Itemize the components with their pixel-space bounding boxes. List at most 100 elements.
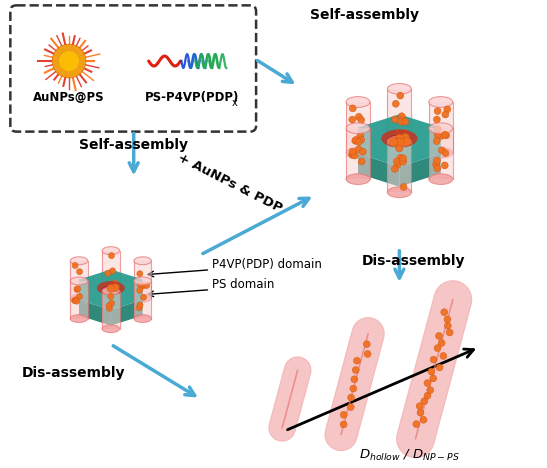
FancyBboxPatch shape bbox=[70, 261, 88, 299]
Circle shape bbox=[436, 364, 443, 371]
Circle shape bbox=[444, 106, 451, 113]
Ellipse shape bbox=[70, 277, 88, 285]
Circle shape bbox=[401, 129, 408, 136]
Circle shape bbox=[109, 268, 115, 274]
Circle shape bbox=[108, 300, 115, 306]
Circle shape bbox=[434, 132, 441, 139]
Circle shape bbox=[434, 125, 441, 132]
FancyBboxPatch shape bbox=[102, 291, 120, 329]
Circle shape bbox=[350, 385, 357, 392]
Text: Self-assembly: Self-assembly bbox=[79, 138, 188, 152]
Circle shape bbox=[430, 375, 437, 382]
Ellipse shape bbox=[387, 136, 411, 147]
Polygon shape bbox=[358, 154, 399, 187]
Circle shape bbox=[357, 132, 364, 139]
Circle shape bbox=[439, 147, 445, 154]
Circle shape bbox=[441, 162, 448, 169]
Circle shape bbox=[421, 398, 428, 405]
Polygon shape bbox=[358, 114, 441, 167]
Circle shape bbox=[420, 416, 427, 423]
Circle shape bbox=[107, 305, 113, 311]
Ellipse shape bbox=[134, 257, 152, 265]
Ellipse shape bbox=[70, 294, 88, 302]
Circle shape bbox=[340, 421, 347, 428]
FancyBboxPatch shape bbox=[134, 261, 152, 299]
Ellipse shape bbox=[387, 134, 411, 145]
Circle shape bbox=[355, 139, 362, 146]
Circle shape bbox=[352, 137, 359, 143]
Circle shape bbox=[106, 303, 112, 309]
Circle shape bbox=[433, 161, 440, 168]
Circle shape bbox=[434, 344, 441, 351]
FancyBboxPatch shape bbox=[387, 89, 411, 140]
Circle shape bbox=[77, 293, 83, 300]
Circle shape bbox=[392, 100, 399, 107]
Circle shape bbox=[353, 357, 360, 364]
Circle shape bbox=[434, 165, 441, 172]
Circle shape bbox=[144, 282, 150, 288]
Polygon shape bbox=[79, 300, 111, 326]
Circle shape bbox=[396, 145, 403, 152]
Circle shape bbox=[446, 329, 453, 336]
Circle shape bbox=[400, 155, 406, 161]
Circle shape bbox=[59, 51, 79, 71]
Circle shape bbox=[107, 285, 115, 292]
Text: PS-P4VP(PDP): PS-P4VP(PDP) bbox=[145, 91, 240, 104]
Polygon shape bbox=[111, 300, 143, 326]
Ellipse shape bbox=[429, 96, 453, 107]
Ellipse shape bbox=[102, 285, 120, 292]
Circle shape bbox=[433, 116, 440, 123]
FancyBboxPatch shape bbox=[10, 5, 256, 132]
Circle shape bbox=[72, 263, 78, 269]
Circle shape bbox=[351, 376, 358, 383]
Circle shape bbox=[141, 294, 147, 300]
Ellipse shape bbox=[346, 147, 370, 158]
Circle shape bbox=[104, 270, 111, 276]
FancyBboxPatch shape bbox=[102, 251, 120, 288]
Circle shape bbox=[73, 298, 80, 304]
Circle shape bbox=[443, 132, 450, 139]
Circle shape bbox=[112, 284, 119, 292]
Ellipse shape bbox=[102, 247, 120, 255]
Ellipse shape bbox=[97, 281, 125, 295]
Circle shape bbox=[358, 158, 365, 165]
Ellipse shape bbox=[134, 277, 152, 285]
Ellipse shape bbox=[346, 96, 370, 107]
Text: AuNPs@PS: AuNPs@PS bbox=[33, 91, 105, 104]
Circle shape bbox=[398, 118, 405, 125]
Circle shape bbox=[392, 138, 401, 146]
Circle shape bbox=[430, 356, 437, 363]
Circle shape bbox=[440, 352, 447, 359]
Circle shape bbox=[77, 269, 83, 275]
Circle shape bbox=[438, 339, 445, 346]
Text: P4VP(PDP) domain: P4VP(PDP) domain bbox=[212, 258, 322, 271]
Ellipse shape bbox=[134, 294, 152, 302]
Ellipse shape bbox=[387, 135, 412, 146]
Circle shape bbox=[108, 293, 114, 300]
Circle shape bbox=[347, 403, 354, 410]
Circle shape bbox=[349, 105, 356, 112]
Circle shape bbox=[401, 133, 410, 142]
Circle shape bbox=[137, 287, 143, 293]
Text: Self-assembly: Self-assembly bbox=[310, 8, 419, 22]
Circle shape bbox=[349, 116, 356, 123]
Circle shape bbox=[52, 44, 86, 78]
Circle shape bbox=[397, 92, 404, 99]
Circle shape bbox=[433, 138, 440, 145]
Circle shape bbox=[137, 302, 143, 308]
Ellipse shape bbox=[381, 130, 417, 147]
Circle shape bbox=[398, 113, 405, 120]
Circle shape bbox=[358, 136, 365, 143]
Circle shape bbox=[394, 161, 401, 168]
Circle shape bbox=[137, 282, 143, 288]
Text: Dis-assembly: Dis-assembly bbox=[21, 366, 125, 380]
Circle shape bbox=[444, 316, 451, 323]
Circle shape bbox=[395, 134, 404, 143]
Circle shape bbox=[428, 368, 435, 375]
Circle shape bbox=[350, 150, 357, 157]
Circle shape bbox=[444, 322, 451, 329]
Ellipse shape bbox=[70, 314, 88, 322]
Ellipse shape bbox=[429, 174, 453, 184]
Ellipse shape bbox=[429, 123, 453, 133]
Circle shape bbox=[401, 118, 409, 125]
